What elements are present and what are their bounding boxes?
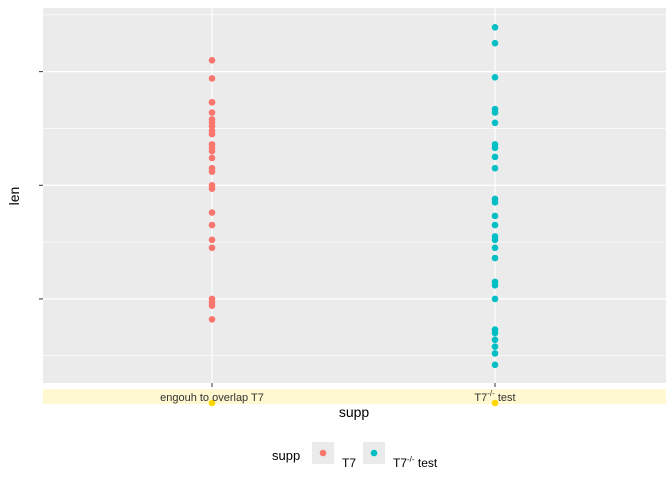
data-point	[208, 209, 216, 216]
data-point	[491, 254, 499, 262]
x-tick-label: T7-/- test	[474, 389, 515, 404]
data-point	[208, 236, 216, 244]
data-point	[208, 122, 216, 130]
data-point	[208, 130, 216, 138]
x-tick-label-suffix: test	[495, 392, 516, 404]
data-point	[491, 74, 499, 81]
data-point	[491, 281, 499, 289]
data-point	[491, 39, 499, 47]
data-point	[208, 168, 216, 175]
y-axis-title: len	[6, 187, 22, 206]
data-point	[491, 343, 499, 350]
data-point	[208, 99, 216, 106]
legend-label-suffix: test	[415, 456, 438, 470]
major-gridlines	[43, 8, 666, 383]
x-label-highlight-strip	[43, 389, 666, 404]
data-point	[491, 336, 499, 344]
x-tick-label-base: engouh to overlap T7	[160, 392, 264, 404]
data-point	[208, 316, 216, 323]
data-point	[208, 56, 216, 64]
data-point	[208, 185, 216, 192]
data-point	[491, 164, 499, 172]
data-point	[491, 295, 499, 303]
data-point	[491, 153, 499, 161]
data-point	[208, 244, 216, 252]
data-point	[208, 75, 216, 82]
legend-key-point	[370, 449, 378, 457]
legend-label: T7-/- test	[393, 455, 438, 470]
legend-label-superscript: -/-	[407, 455, 415, 464]
data-point	[491, 221, 499, 229]
x-tick-label-superscript: -/-	[487, 389, 495, 398]
legend: supp T7 T7-/- test	[272, 442, 438, 470]
x-tick-label: engouh to overlap T7	[160, 392, 264, 404]
data-points	[208, 24, 499, 369]
x-tick-label-base: T7	[474, 392, 487, 404]
minor-gridlines	[43, 14, 666, 357]
data-point	[208, 109, 216, 116]
legend-key-point	[319, 449, 327, 457]
legend-label-base: T7	[393, 456, 407, 470]
data-point	[491, 24, 499, 31]
legend-label-base: T7	[342, 456, 356, 470]
data-point	[491, 199, 499, 206]
data-point	[491, 119, 499, 127]
data-point	[491, 212, 499, 220]
x-axis: engouh to overlap T7 T7-/- test	[43, 383, 666, 407]
plot-panel	[43, 8, 666, 383]
legend-title: supp	[272, 448, 300, 463]
x-axis-title: supp	[339, 404, 370, 420]
data-point	[491, 350, 499, 357]
data-point	[208, 302, 216, 310]
data-point	[208, 221, 216, 229]
data-point	[208, 154, 216, 162]
legend-label: T7	[342, 456, 356, 470]
y-axis	[39, 71, 43, 300]
data-point	[491, 109, 499, 116]
data-point	[491, 329, 499, 337]
data-point	[208, 147, 216, 155]
x-label-marker	[208, 399, 216, 407]
data-point	[491, 244, 499, 252]
data-point	[491, 361, 499, 369]
data-point	[491, 144, 499, 152]
x-label-marker	[491, 399, 499, 407]
data-point	[491, 236, 499, 244]
